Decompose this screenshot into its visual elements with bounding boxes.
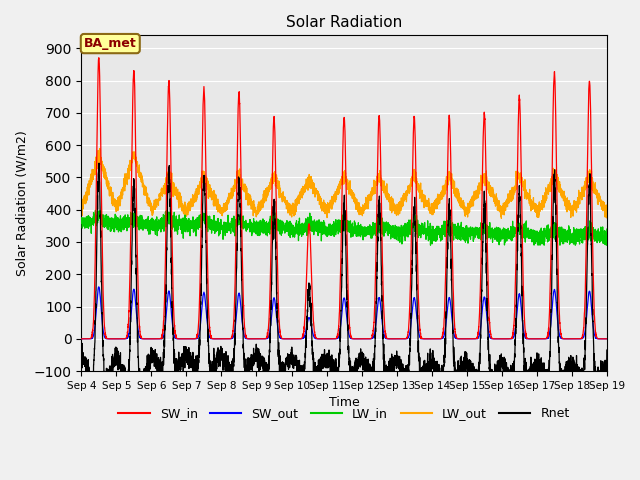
- SW_in: [77, 336, 85, 342]
- SW_out: [158, 336, 166, 342]
- SW_in: [158, 336, 166, 342]
- LW_in: [492, 235, 499, 240]
- Line: SW_out: SW_out: [81, 287, 607, 339]
- SW_in: [492, 336, 499, 342]
- LW_in: [324, 229, 332, 235]
- LW_in: [602, 242, 610, 248]
- Rnet: [123, 391, 131, 396]
- LW_out: [172, 186, 180, 192]
- Rnet: [492, 375, 499, 381]
- SW_out: [172, 336, 180, 341]
- SW_in: [95, 55, 102, 60]
- LW_in: [77, 216, 85, 222]
- LW_out: [96, 145, 104, 151]
- LW_in: [462, 238, 470, 243]
- Line: LW_out: LW_out: [81, 148, 607, 218]
- SW_out: [462, 336, 470, 342]
- LW_in: [433, 230, 440, 236]
- LW_out: [497, 216, 505, 221]
- Rnet: [172, 361, 180, 367]
- SW_out: [602, 336, 610, 342]
- Line: SW_in: SW_in: [81, 58, 607, 339]
- Line: Rnet: Rnet: [81, 163, 607, 394]
- Text: BA_met: BA_met: [84, 37, 137, 50]
- Rnet: [324, 359, 332, 364]
- SW_in: [603, 336, 611, 342]
- SW_out: [77, 336, 85, 342]
- SW_out: [324, 336, 332, 342]
- LW_out: [603, 215, 611, 221]
- Rnet: [433, 364, 440, 370]
- SW_out: [492, 336, 499, 342]
- SW_out: [433, 336, 440, 342]
- LW_out: [602, 215, 610, 220]
- Rnet: [602, 364, 610, 370]
- LW_in: [172, 219, 180, 225]
- SW_in: [324, 336, 332, 342]
- LW_out: [462, 204, 470, 210]
- Title: Solar Radiation: Solar Radiation: [286, 15, 402, 30]
- LW_out: [324, 207, 332, 213]
- LW_out: [77, 203, 85, 209]
- LW_in: [427, 242, 435, 248]
- Legend: SW_in, SW_out, LW_in, LW_out, Rnet: SW_in, SW_out, LW_in, LW_out, Rnet: [113, 402, 575, 425]
- Rnet: [77, 349, 85, 355]
- Rnet: [603, 347, 611, 353]
- SW_out: [603, 336, 611, 342]
- SW_out: [95, 284, 102, 290]
- SW_in: [602, 336, 610, 342]
- Rnet: [95, 160, 103, 166]
- SW_in: [172, 335, 180, 340]
- LW_out: [492, 204, 499, 209]
- Rnet: [462, 368, 470, 374]
- LW_in: [92, 207, 99, 213]
- LW_out: [433, 203, 440, 208]
- Y-axis label: Solar Radiation (W/m2): Solar Radiation (W/m2): [15, 131, 28, 276]
- SW_in: [462, 336, 470, 342]
- SW_in: [433, 336, 440, 342]
- LW_in: [603, 226, 611, 232]
- Line: LW_in: LW_in: [81, 210, 607, 245]
- X-axis label: Time: Time: [329, 396, 360, 409]
